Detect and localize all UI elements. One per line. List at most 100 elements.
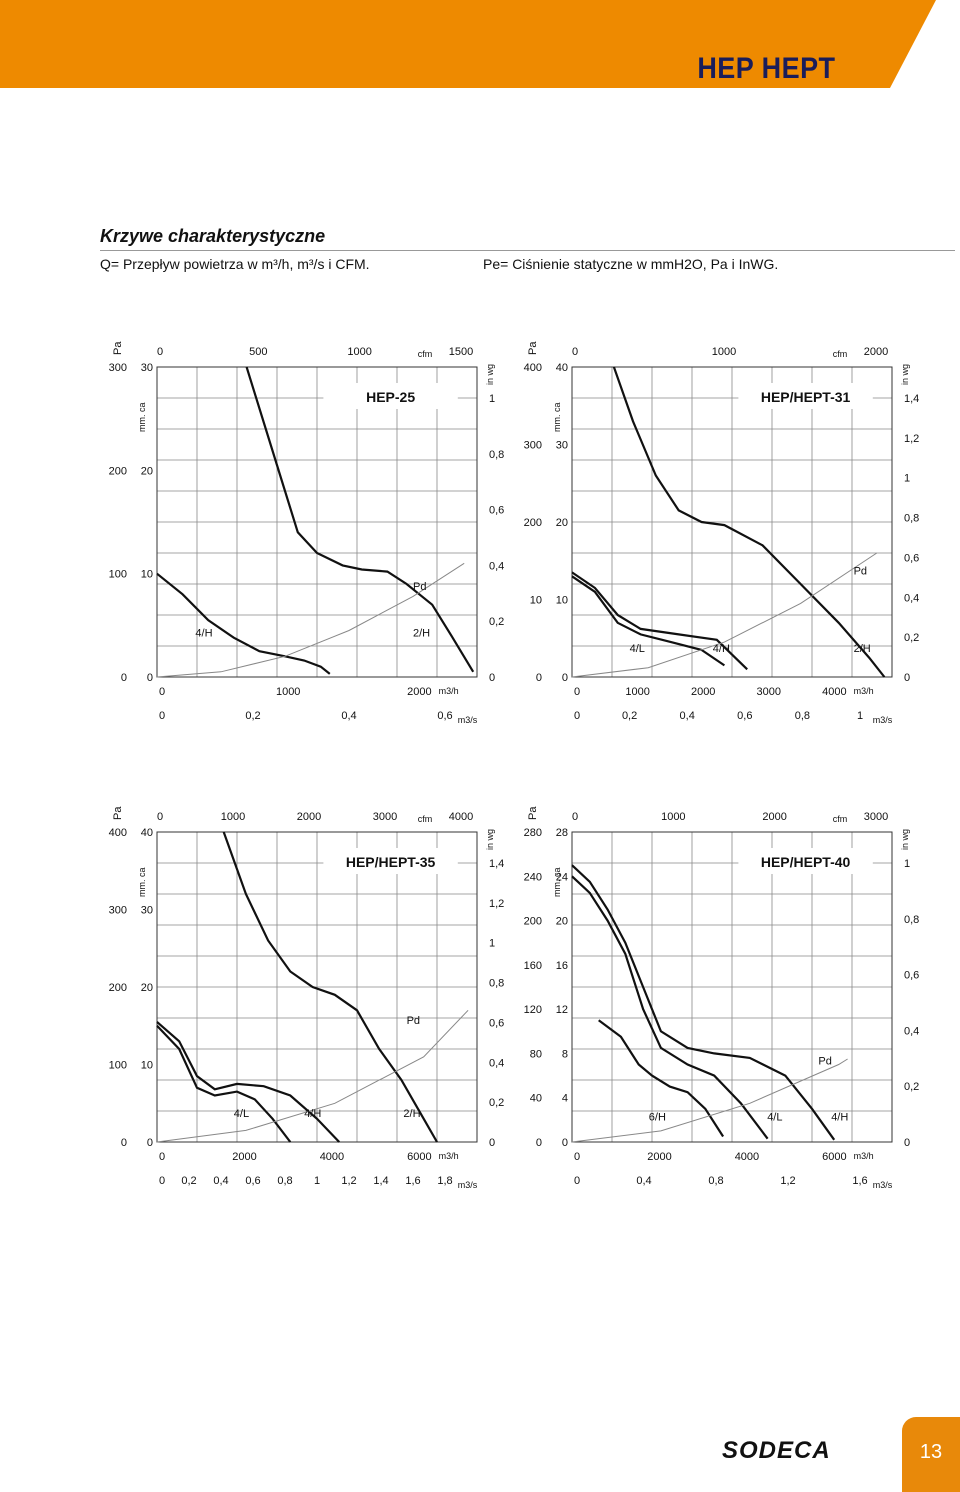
y-tick-inwg: 0,8 [904, 914, 919, 926]
y-axis-label-inwg: in wg [900, 829, 910, 850]
x-tick-m3s: 0,4 [636, 1175, 651, 1187]
y-axis-label-pa: Pa [527, 806, 539, 820]
chart-title: HEP-25 [366, 389, 415, 405]
chart-grid [157, 832, 477, 1142]
header-band [0, 0, 936, 88]
y-tick-mm: 40 [556, 362, 568, 374]
y-tick-mm: 0 [147, 1137, 153, 1149]
x-tick-m3s: 1 [857, 710, 863, 722]
series-curve-4-h [571, 864, 836, 1141]
chart-title: HEP/HEPT-40 [761, 854, 851, 870]
y-tick-pa: 300 [109, 362, 127, 374]
y-tick-mm: 28 [556, 827, 568, 839]
y-tick-mm: 10 [141, 1060, 153, 1072]
chart-title-bg [323, 383, 458, 409]
plot-frame [571, 831, 893, 1143]
x-tick-cfm: 1000 [661, 811, 685, 823]
y-tick-pa: 400 [109, 827, 127, 839]
y-tick-inwg: 0,8 [489, 978, 504, 990]
y-tick-inwg: 0,4 [489, 1057, 504, 1069]
y-axis-label-mm: mm. ca [137, 402, 147, 432]
x-tick-m3h: 2000 [647, 1151, 671, 1163]
y-tick-inwg: 1,4 [904, 393, 919, 405]
x-tick-cfm: 0 [572, 346, 578, 358]
y-tick-pa: 280 [524, 827, 542, 839]
y-axis-label-inwg: in wg [485, 364, 495, 385]
x-tick-m3h: 2000 [407, 686, 431, 698]
x-tick-cfm: 1500 [449, 346, 473, 358]
chart-title: HEP/HEPT-31 [761, 389, 851, 405]
y-tick-inwg: 0,4 [904, 1025, 919, 1037]
y-tick-inwg: 1,2 [904, 433, 919, 445]
x-tick-m3s: 1,2 [780, 1175, 795, 1187]
y-tick-mm: 12 [556, 1004, 568, 1016]
curve-label: 4/L [234, 1108, 249, 1120]
y-tick-mm: 24 [556, 871, 568, 883]
y-tick-inwg: 1,4 [489, 858, 504, 870]
y-tick-inwg: 0 [489, 672, 495, 684]
y-axis-label-pa: Pa [112, 341, 124, 355]
y-axis-label-mm: mm. ca [552, 867, 562, 897]
x-axis-unit-m3h: m3/h [854, 1151, 874, 1161]
y-tick-pa: 300 [524, 440, 542, 452]
y-tick-inwg: 0,8 [489, 449, 504, 461]
chart-hep-hept-40: 0 40 80 120 160 200 240 280 Pa 0 4 8 12 16 20 24 28 mm. c… [524, 806, 920, 1190]
x-tick-cfm: 4000 [449, 811, 473, 823]
y-tick-pa: 160 [524, 960, 542, 972]
y-tick-inwg: 0,2 [904, 1081, 919, 1093]
x-tick-cfm: 1000 [347, 346, 371, 358]
chart-grid [572, 832, 892, 1142]
x-tick-cfm: 3000 [373, 811, 397, 823]
series-curve-pd [571, 1058, 848, 1143]
x-tick-m3h: 2000 [691, 686, 715, 698]
x-tick-m3h: 0 [574, 1151, 580, 1163]
y-tick-inwg: 0,6 [489, 505, 504, 517]
y-axis-label-inwg: in wg [900, 364, 910, 385]
x-tick-m3h: 1000 [276, 686, 300, 698]
x-tick-m3h: 0 [159, 1151, 165, 1163]
flow-caption: Q= Przepływ powietrza w m³/h, m³/s i CFM… [100, 256, 370, 272]
x-tick-m3s: 1,4 [373, 1175, 388, 1187]
series-curve-4-l [571, 875, 769, 1140]
series-curve-2-h [245, 366, 475, 673]
x-tick-m3s: 0,4 [680, 710, 695, 722]
x-tick-m3h: 1000 [625, 686, 649, 698]
x-tick-m3s: 0,8 [795, 710, 810, 722]
y-axis-label-pa: Pa [112, 806, 124, 820]
curve-label: 4/H [195, 628, 212, 640]
y-tick-inwg: 0,4 [489, 560, 504, 572]
curve-label: 2/H [403, 1108, 420, 1120]
y-tick-inwg: 1 [489, 393, 495, 405]
x-tick-m3h: 0 [574, 686, 580, 698]
y-tick-mm: 10 [141, 569, 153, 581]
x-tick-m3s: 0,4 [213, 1175, 228, 1187]
x-tick-m3s: 0 [159, 710, 165, 722]
y-tick-inwg: 0,2 [489, 1097, 504, 1109]
y-tick-mm: 20 [556, 517, 568, 529]
y-axis-label-inwg: in wg [485, 829, 495, 850]
y-tick-pa: 120 [524, 1004, 542, 1016]
y-tick-mm: 0 [562, 672, 568, 684]
x-axis-unit-cfm: cfm [833, 349, 848, 359]
chart-title-bg [738, 848, 873, 874]
x-tick-m3h: 4000 [735, 1151, 759, 1163]
x-axis-unit-m3h: m3/h [439, 1151, 459, 1161]
x-tick-m3s: 1 [314, 1175, 320, 1187]
section-divider [100, 250, 955, 251]
x-tick-cfm: 2000 [864, 346, 888, 358]
x-tick-m3s: 1,6 [852, 1175, 867, 1187]
y-axis-label-pa: Pa [527, 341, 539, 355]
y-tick-pa: 400 [524, 362, 542, 374]
x-axis-unit-m3s: m3/s [873, 715, 893, 725]
x-tick-cfm: 3000 [864, 811, 888, 823]
y-tick-inwg: 0,8 [904, 513, 919, 525]
series-curve-pd [156, 562, 465, 678]
series-curve-2-h [222, 831, 438, 1143]
x-tick-m3s: 1,8 [437, 1175, 452, 1187]
y-tick-pa: 100 [109, 569, 127, 581]
page-number: 13 [919, 1441, 943, 1463]
x-tick-m3s: 0,6 [245, 1175, 260, 1187]
x-tick-m3s: 1,2 [341, 1175, 356, 1187]
x-tick-m3h: 6000 [407, 1151, 431, 1163]
